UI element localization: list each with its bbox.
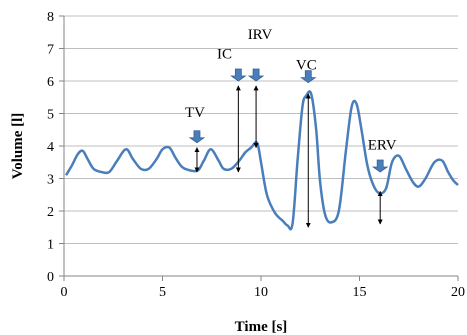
x-tick-label-2: 10: [254, 285, 268, 300]
y-tick-label-4: 4: [47, 140, 54, 155]
x-axis-title: Time [s]: [235, 319, 288, 335]
x-tick-label-0: 0: [61, 285, 68, 300]
vc-marker-arrow-icon: [300, 70, 317, 84]
y-axis-title: Volume [l]: [10, 113, 26, 180]
ic-marker-arrow-icon: [230, 68, 247, 82]
y-tick-label-5: 5: [47, 108, 54, 123]
y-tick-label-8: 8: [47, 10, 54, 25]
irv-label: IRV: [248, 27, 273, 43]
x-tick-label-3: 15: [353, 285, 367, 300]
annotations: TV IC IRV VC ERV: [185, 27, 397, 228]
x-tick-labels: 0 5 10 15 20: [61, 285, 466, 300]
gridlines: [64, 15, 458, 244]
irv-marker-arrow-icon: [247, 68, 265, 82]
tv-marker-arrow-icon: [188, 130, 206, 144]
ic-label: IC: [217, 46, 232, 62]
tv-label: TV: [185, 105, 205, 121]
x-tick-label-4: 20: [451, 285, 465, 300]
y-tick-labels: 0 1 2 3 4 5 6 7 8: [47, 10, 54, 285]
y-tick-label-6: 6: [47, 75, 54, 90]
x-tick-label-1: 5: [159, 285, 166, 300]
axes: [59, 15, 459, 281]
vc-label: VC: [296, 58, 317, 74]
series-line-0: [64, 90, 459, 231]
y-tick-label-3: 3: [47, 173, 54, 188]
erv-marker-arrow-icon: [371, 159, 389, 173]
y-tick-label-0: 0: [47, 270, 54, 285]
y-tick-label-2: 2: [47, 205, 54, 220]
y-tick-label-1: 1: [47, 238, 54, 253]
y-tick-label-7: 7: [47, 43, 54, 58]
erv-label: ERV: [368, 137, 397, 153]
series-layer: [64, 90, 459, 231]
